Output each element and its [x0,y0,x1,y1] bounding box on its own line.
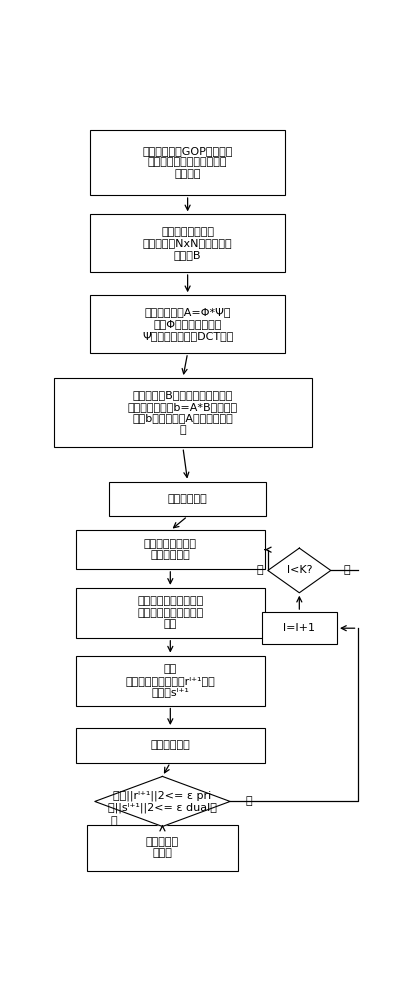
Text: 计算
重构图像的原始残巯rˡ⁺¹和对
偶残巯sˡ⁺¹: 计算 重构图像的原始残巯rˡ⁺¹和对 偶残巯sˡ⁺¹ [125,664,215,697]
Text: 对每一宏块B进行压缩感知采样测
量，得到测量値b=A*B，并将测
量値b和测量矩阵A作为迭代的输
入: 对每一宏块B进行压缩感知采样测 量，得到测量値b=A*B，并将测 量値b和测量矩… [128,390,237,435]
FancyBboxPatch shape [261,612,336,644]
Text: 是: 是 [256,565,263,575]
Text: 否: 否 [342,565,349,575]
Text: l<K?: l<K? [286,565,311,575]
Text: 否: 否 [245,796,252,806]
Text: 输出重构图
像信号: 输出重构图 像信号 [145,837,179,858]
Text: 更新重构图像信号
的各迭代变量: 更新重构图像信号 的各迭代变量 [143,539,196,560]
Text: 更新惩罚因子: 更新惩罚因子 [150,740,190,750]
FancyBboxPatch shape [90,130,284,195]
Text: 生成测量矩阵A=Φ*Ψ，
其中Φ为随机高斯矩阵
Ψ为离散余弦变换DCT矩阵: 生成测量矩阵A=Φ*Ψ， 其中Φ为随机高斯矩阵 Ψ为离散余弦变换DCT矩阵 [142,307,233,341]
FancyBboxPatch shape [109,482,266,516]
FancyBboxPatch shape [54,378,311,447]
Text: 初始化个参数: 初始化个参数 [167,494,207,504]
Polygon shape [267,548,330,593]
Text: l=l+1: l=l+1 [283,623,315,633]
Polygon shape [95,776,230,826]
FancyBboxPatch shape [90,295,284,353]
FancyBboxPatch shape [76,656,264,706]
Text: 判断||rˡ⁺¹||2<= ε pri
且||sˡ⁺¹||2<= ε dual？: 判断||rˡ⁺¹||2<= ε pri 且||sˡ⁺¹||2<= ε dual？ [108,790,216,813]
FancyBboxPatch shape [90,214,284,272]
Text: 是: 是 [110,816,117,826]
Text: 每一帧分块处理，
分为大小为NxN的互不重叠
的宏块B: 每一帧分块处理， 分为大小为NxN的互不重叠 的宏块B [143,227,232,260]
Text: 更新支撑集阈値、支撑
集、信号检测値和权値
矩阵: 更新支撑集阈値、支撑 集、信号检测値和权値 矩阵 [137,596,203,629]
FancyBboxPatch shape [76,588,264,638]
FancyBboxPatch shape [76,530,264,569]
Text: 对视频序列按GOP分组，每
组第一帧为参考帧，其余是
非参考帧: 对视频序列按GOP分组，每 组第一帧为参考帧，其余是 非参考帧 [142,146,232,179]
FancyBboxPatch shape [87,825,237,871]
FancyBboxPatch shape [76,728,264,763]
